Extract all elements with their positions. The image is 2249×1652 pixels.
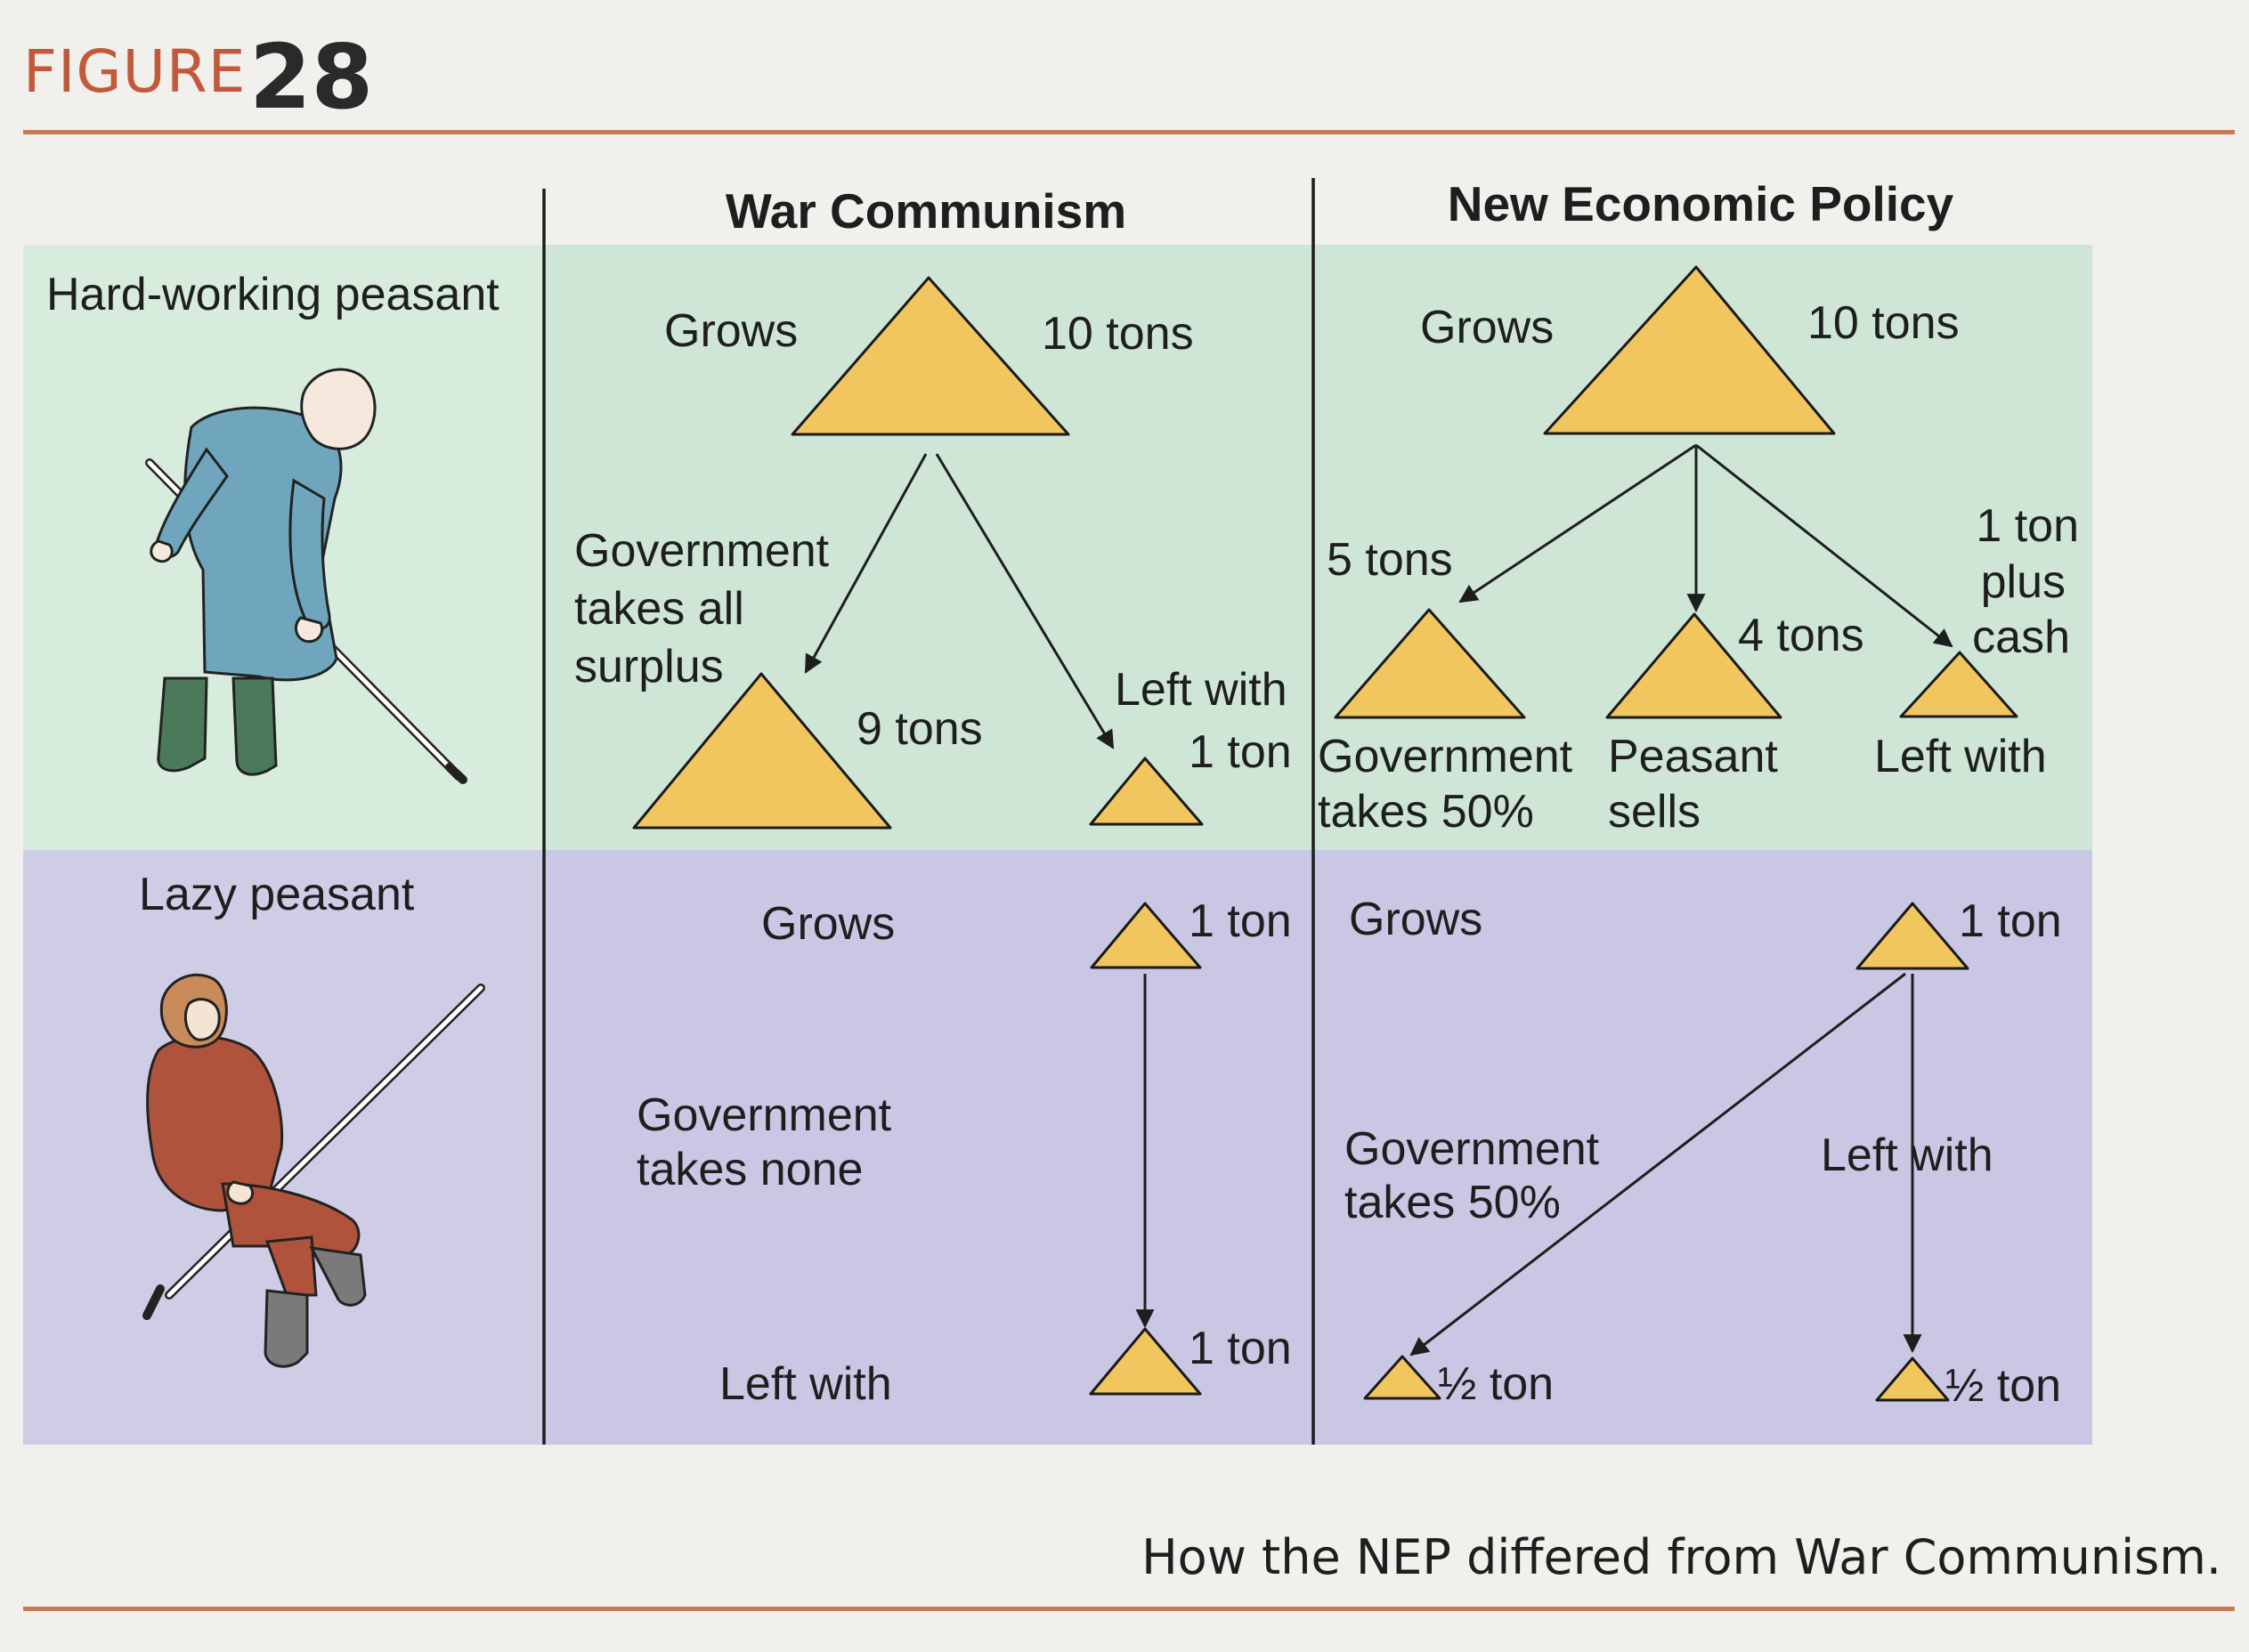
figure-number: 28 — [249, 25, 374, 129]
nep-hard-arrow-left — [1695, 443, 1953, 648]
wc-hard-grows-label: Grows — [664, 305, 798, 357]
lazy-peasant-illustration — [142, 973, 485, 1368]
wc-hard-gov-amount: 9 tons — [857, 703, 983, 755]
nep-lazy-arrow-gov — [1409, 972, 1906, 1356]
wc-hard-grows-amount: 10 tons — [1042, 308, 1194, 360]
nep-hard-gov-pile — [1334, 608, 1526, 719]
figure-label: FIGURE — [23, 37, 247, 106]
nep-hard-left-line3: cash — [1972, 611, 2070, 663]
figure-caption: How the NEP differed from War Communism. — [1141, 1529, 2221, 1585]
nep-lazy-gov-amount: ½ ton — [1438, 1358, 1554, 1410]
wc-hard-left-label: Left with — [1115, 664, 1287, 716]
nep-hard-gov-line2: takes 50% — [1318, 786, 1534, 838]
nep-hard-sells-line1: Peasant — [1608, 731, 1778, 782]
nep-lazy-gov-line2: takes 50% — [1344, 1177, 1561, 1228]
wc-lazy-grows-pile — [1090, 902, 1202, 969]
nep-lazy-grows-pile — [1855, 902, 1969, 970]
wc-hard-arrow-left — [935, 453, 1115, 749]
nep-hard-left-line2: plus — [1981, 556, 2066, 608]
row-label-hard-working: Hard-working peasant — [46, 269, 499, 320]
wc-lazy-left-pile — [1089, 1327, 1202, 1396]
nep-hard-gov-amount: 5 tons — [1327, 534, 1453, 586]
nep-lazy-gov-line1: Government — [1344, 1123, 1600, 1175]
lazy-band-nep — [1313, 850, 2092, 1445]
nep-hard-grows-amount: 10 tons — [1807, 297, 1960, 349]
nep-lazy-left-label: Left with — [1821, 1130, 1993, 1181]
wc-hard-left-pile — [1089, 757, 1204, 826]
wc-lazy-gov-line2: takes none — [637, 1144, 863, 1195]
nep-lazy-grows-amount: 1 ton — [1959, 895, 2062, 947]
wc-hard-gov-line2: takes all — [574, 583, 744, 635]
column-header-nep: New Economic Policy — [1448, 176, 1954, 231]
nep-hard-left-label: Left with — [1874, 731, 2047, 782]
wc-hard-gov-line1: Government — [574, 525, 830, 577]
nep-lazy-grows-label: Grows — [1349, 894, 1482, 945]
nep-hard-left-pile — [1899, 651, 2018, 718]
nep-hard-grows-pile — [1543, 265, 1836, 435]
wc-hard-gov-line3: surplus — [574, 641, 724, 692]
row-label-lazy: Lazy peasant — [139, 869, 415, 920]
bottom-rule — [23, 1607, 2235, 1611]
nep-lazy-gov-pile — [1363, 1355, 1441, 1400]
hard-working-peasant-illustration — [145, 368, 467, 784]
wc-hard-grows-pile — [791, 276, 1070, 436]
wc-lazy-gov-line1: Government — [637, 1089, 892, 1141]
wc-hard-arrow-gov — [804, 453, 928, 674]
nep-hard-left-line1: 1 ton — [1976, 500, 2079, 552]
nep-hard-gov-line1: Government — [1318, 731, 1573, 782]
wc-hard-gov-pile — [632, 672, 892, 830]
wc-hard-left-amount: 1 ton — [1189, 726, 1292, 778]
column-header-war-communism: War Communism — [726, 183, 1126, 239]
nep-lazy-left-pile — [1875, 1356, 1950, 1402]
nep-hard-grows-label: Grows — [1420, 302, 1554, 353]
nep-lazy-left-amount: ½ ton — [1945, 1360, 2061, 1412]
nep-hard-sells-line2: sells — [1608, 786, 1701, 838]
nep-hard-arrow-gov — [1458, 443, 1697, 603]
nep-hard-sells-amount: 4 tons — [1738, 610, 1864, 661]
wc-lazy-grows-label: Grows — [761, 898, 895, 950]
top-rule — [23, 130, 2235, 134]
wc-lazy-left-label: Left with — [719, 1358, 892, 1410]
nep-hard-sells-pile — [1605, 612, 1782, 719]
wc-lazy-grows-amount: 1 ton — [1189, 895, 1292, 947]
wc-lazy-left-amount: 1 ton — [1189, 1323, 1292, 1374]
